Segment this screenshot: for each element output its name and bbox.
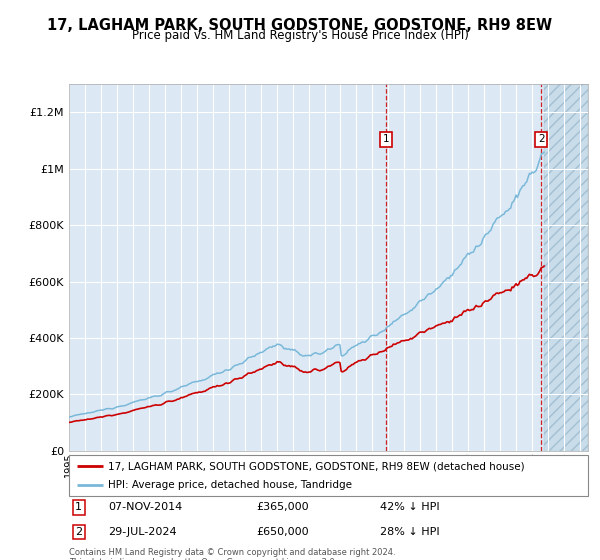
Text: £365,000: £365,000: [256, 502, 308, 512]
Text: 1: 1: [383, 134, 389, 144]
Text: Contains HM Land Registry data © Crown copyright and database right 2024.
This d: Contains HM Land Registry data © Crown c…: [69, 548, 395, 560]
Text: 28% ↓ HPI: 28% ↓ HPI: [380, 527, 440, 537]
Text: 07-NOV-2014: 07-NOV-2014: [108, 502, 182, 512]
Text: £650,000: £650,000: [256, 527, 308, 537]
Text: Price paid vs. HM Land Registry's House Price Index (HPI): Price paid vs. HM Land Registry's House …: [131, 29, 469, 42]
Text: 17, LAGHAM PARK, SOUTH GODSTONE, GODSTONE, RH9 8EW (detached house): 17, LAGHAM PARK, SOUTH GODSTONE, GODSTON…: [108, 461, 524, 471]
FancyBboxPatch shape: [69, 455, 588, 496]
Text: 42% ↓ HPI: 42% ↓ HPI: [380, 502, 440, 512]
Text: 2: 2: [75, 527, 82, 537]
Text: 29-JUL-2024: 29-JUL-2024: [108, 527, 176, 537]
Text: 1: 1: [75, 502, 82, 512]
Text: 17, LAGHAM PARK, SOUTH GODSTONE, GODSTONE, RH9 8EW: 17, LAGHAM PARK, SOUTH GODSTONE, GODSTON…: [47, 18, 553, 33]
Text: 2: 2: [538, 134, 545, 144]
Text: HPI: Average price, detached house, Tandridge: HPI: Average price, detached house, Tand…: [108, 480, 352, 489]
Bar: [544, 84, 588, 451]
Bar: [544, 84, 588, 451]
